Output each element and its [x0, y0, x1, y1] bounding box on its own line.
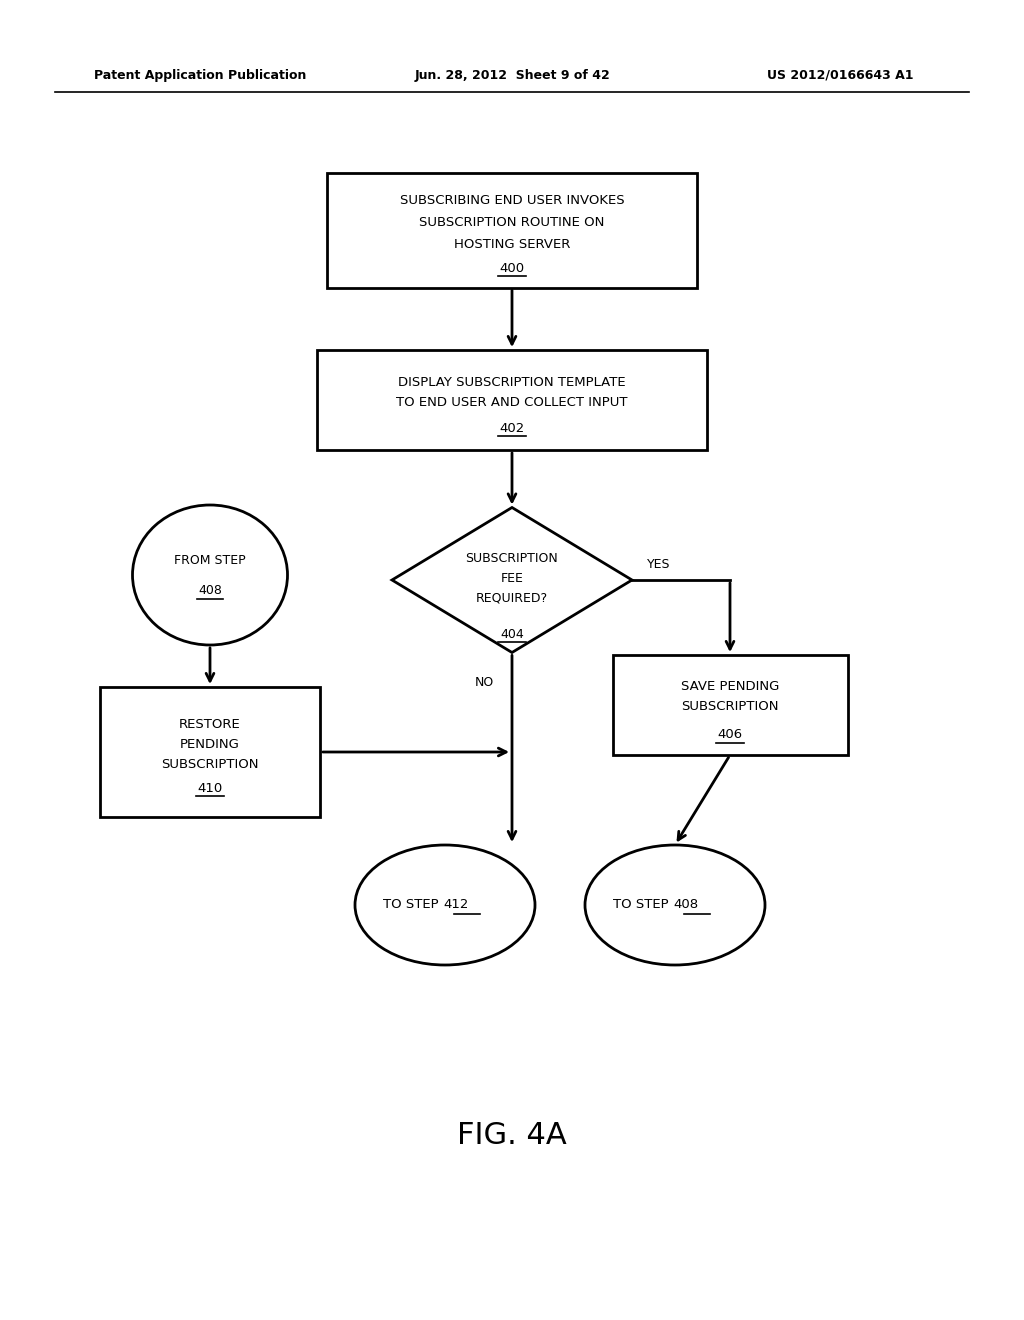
Text: YES: YES [647, 558, 671, 572]
Text: 404: 404 [500, 627, 524, 640]
Text: FEE: FEE [501, 572, 523, 585]
Text: FIG. 4A: FIG. 4A [457, 1121, 567, 1150]
Ellipse shape [132, 506, 288, 645]
Text: 412: 412 [443, 899, 468, 912]
Bar [317, 350, 707, 450]
Ellipse shape [585, 845, 765, 965]
Text: REQUIRED?: REQUIRED? [476, 591, 548, 605]
Text: Jun. 28, 2012  Sheet 9 of 42: Jun. 28, 2012 Sheet 9 of 42 [414, 69, 610, 82]
Text: TO STEP: TO STEP [383, 899, 443, 912]
Text: Patent Application Publication: Patent Application Publication [94, 69, 306, 82]
Text: SUBSCRIPTION: SUBSCRIPTION [161, 758, 259, 771]
Text: SUBSCRIPTION: SUBSCRIPTION [466, 552, 558, 565]
Text: SUBSCRIBING END USER INVOKES: SUBSCRIBING END USER INVOKES [399, 194, 625, 206]
Text: 406: 406 [718, 729, 742, 742]
Text: HOSTING SERVER: HOSTING SERVER [454, 238, 570, 251]
Polygon shape [392, 507, 632, 652]
Text: 408: 408 [673, 899, 698, 912]
Text: 410: 410 [198, 781, 222, 795]
Text: TO STEP: TO STEP [613, 899, 673, 912]
Text: US 2012/0166643 A1: US 2012/0166643 A1 [767, 69, 913, 82]
Text: RESTORE: RESTORE [179, 718, 241, 730]
Ellipse shape [355, 845, 535, 965]
Text: SUBSCRIPTION ROUTINE ON: SUBSCRIPTION ROUTINE ON [419, 215, 605, 228]
Text: NO: NO [475, 676, 494, 689]
Text: 408: 408 [198, 585, 222, 598]
Bar [327, 173, 697, 288]
Text: 402: 402 [500, 421, 524, 434]
Text: DISPLAY SUBSCRIPTION TEMPLATE: DISPLAY SUBSCRIPTION TEMPLATE [398, 375, 626, 388]
Text: FROM STEP: FROM STEP [174, 554, 246, 568]
Bar [612, 655, 848, 755]
Text: TO END USER AND COLLECT INPUT: TO END USER AND COLLECT INPUT [396, 396, 628, 408]
Text: SUBSCRIPTION: SUBSCRIPTION [681, 701, 778, 714]
Text: SAVE PENDING: SAVE PENDING [681, 681, 779, 693]
Text: 400: 400 [500, 261, 524, 275]
Text: PENDING: PENDING [180, 738, 240, 751]
Bar [100, 686, 319, 817]
